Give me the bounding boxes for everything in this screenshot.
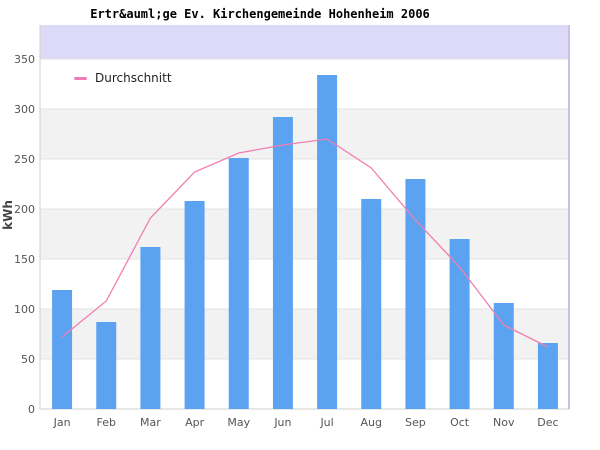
- x-tick-label-nov: Nov: [493, 416, 515, 429]
- bar-jan: [52, 290, 73, 409]
- bar-may: [228, 158, 249, 409]
- plot-band: [40, 159, 570, 209]
- x-tick-label-may: May: [227, 416, 250, 429]
- x-tick-label-jun: Jun: [273, 416, 291, 429]
- legend-label: Durchschnitt: [95, 71, 172, 85]
- y-tick-label-0: 0: [28, 403, 35, 416]
- plot-band: [40, 309, 570, 359]
- plot-band: [40, 259, 570, 309]
- plot-band: [40, 109, 570, 159]
- x-tick-label-dec: Dec: [537, 416, 558, 429]
- durchschnitt-line: [61, 138, 549, 348]
- y-tick-label-150: 150: [14, 253, 35, 266]
- legend-line-swatch: [74, 76, 87, 80]
- bar-oct: [449, 239, 470, 409]
- y-tick-label-350: 350: [14, 53, 35, 66]
- bar-mar: [140, 247, 161, 409]
- y-tick-label-300: 300: [14, 103, 35, 116]
- y-tick-label-50: 50: [21, 353, 35, 366]
- x-tick-label-aug: Aug: [361, 416, 382, 429]
- plot-band-top: [40, 25, 570, 59]
- x-tick-label-mar: Mar: [140, 416, 161, 429]
- y-axis-label: kWh: [1, 200, 15, 230]
- bar-jul: [317, 75, 338, 409]
- bar-jun: [272, 117, 293, 409]
- plot-band: [40, 59, 570, 109]
- x-tick-label-jan: Jan: [53, 416, 71, 429]
- legend: Durchschnitt: [74, 71, 172, 85]
- plot-band: [40, 359, 570, 409]
- x-tick-label-jul: Jul: [319, 416, 333, 429]
- bar-feb: [96, 322, 117, 409]
- bar-apr: [184, 201, 205, 409]
- x-tick-label-oct: Oct: [450, 416, 470, 429]
- y-tick-label-100: 100: [14, 303, 35, 316]
- bar-sep: [405, 179, 426, 409]
- x-tick-label-apr: Apr: [185, 416, 205, 429]
- x-tick-label-sep: Sep: [405, 416, 426, 429]
- bar-aug: [361, 199, 382, 409]
- chart-title: Ertr&auml;ge Ev. Kirchengemeinde Hohenhe…: [90, 7, 430, 21]
- y-tick-label-250: 250: [14, 153, 35, 166]
- x-tick-label-feb: Feb: [97, 416, 116, 429]
- bar-nov: [493, 303, 514, 409]
- plot-band: [40, 209, 570, 259]
- bar-dec: [537, 343, 558, 409]
- y-tick-label-200: 200: [14, 203, 35, 216]
